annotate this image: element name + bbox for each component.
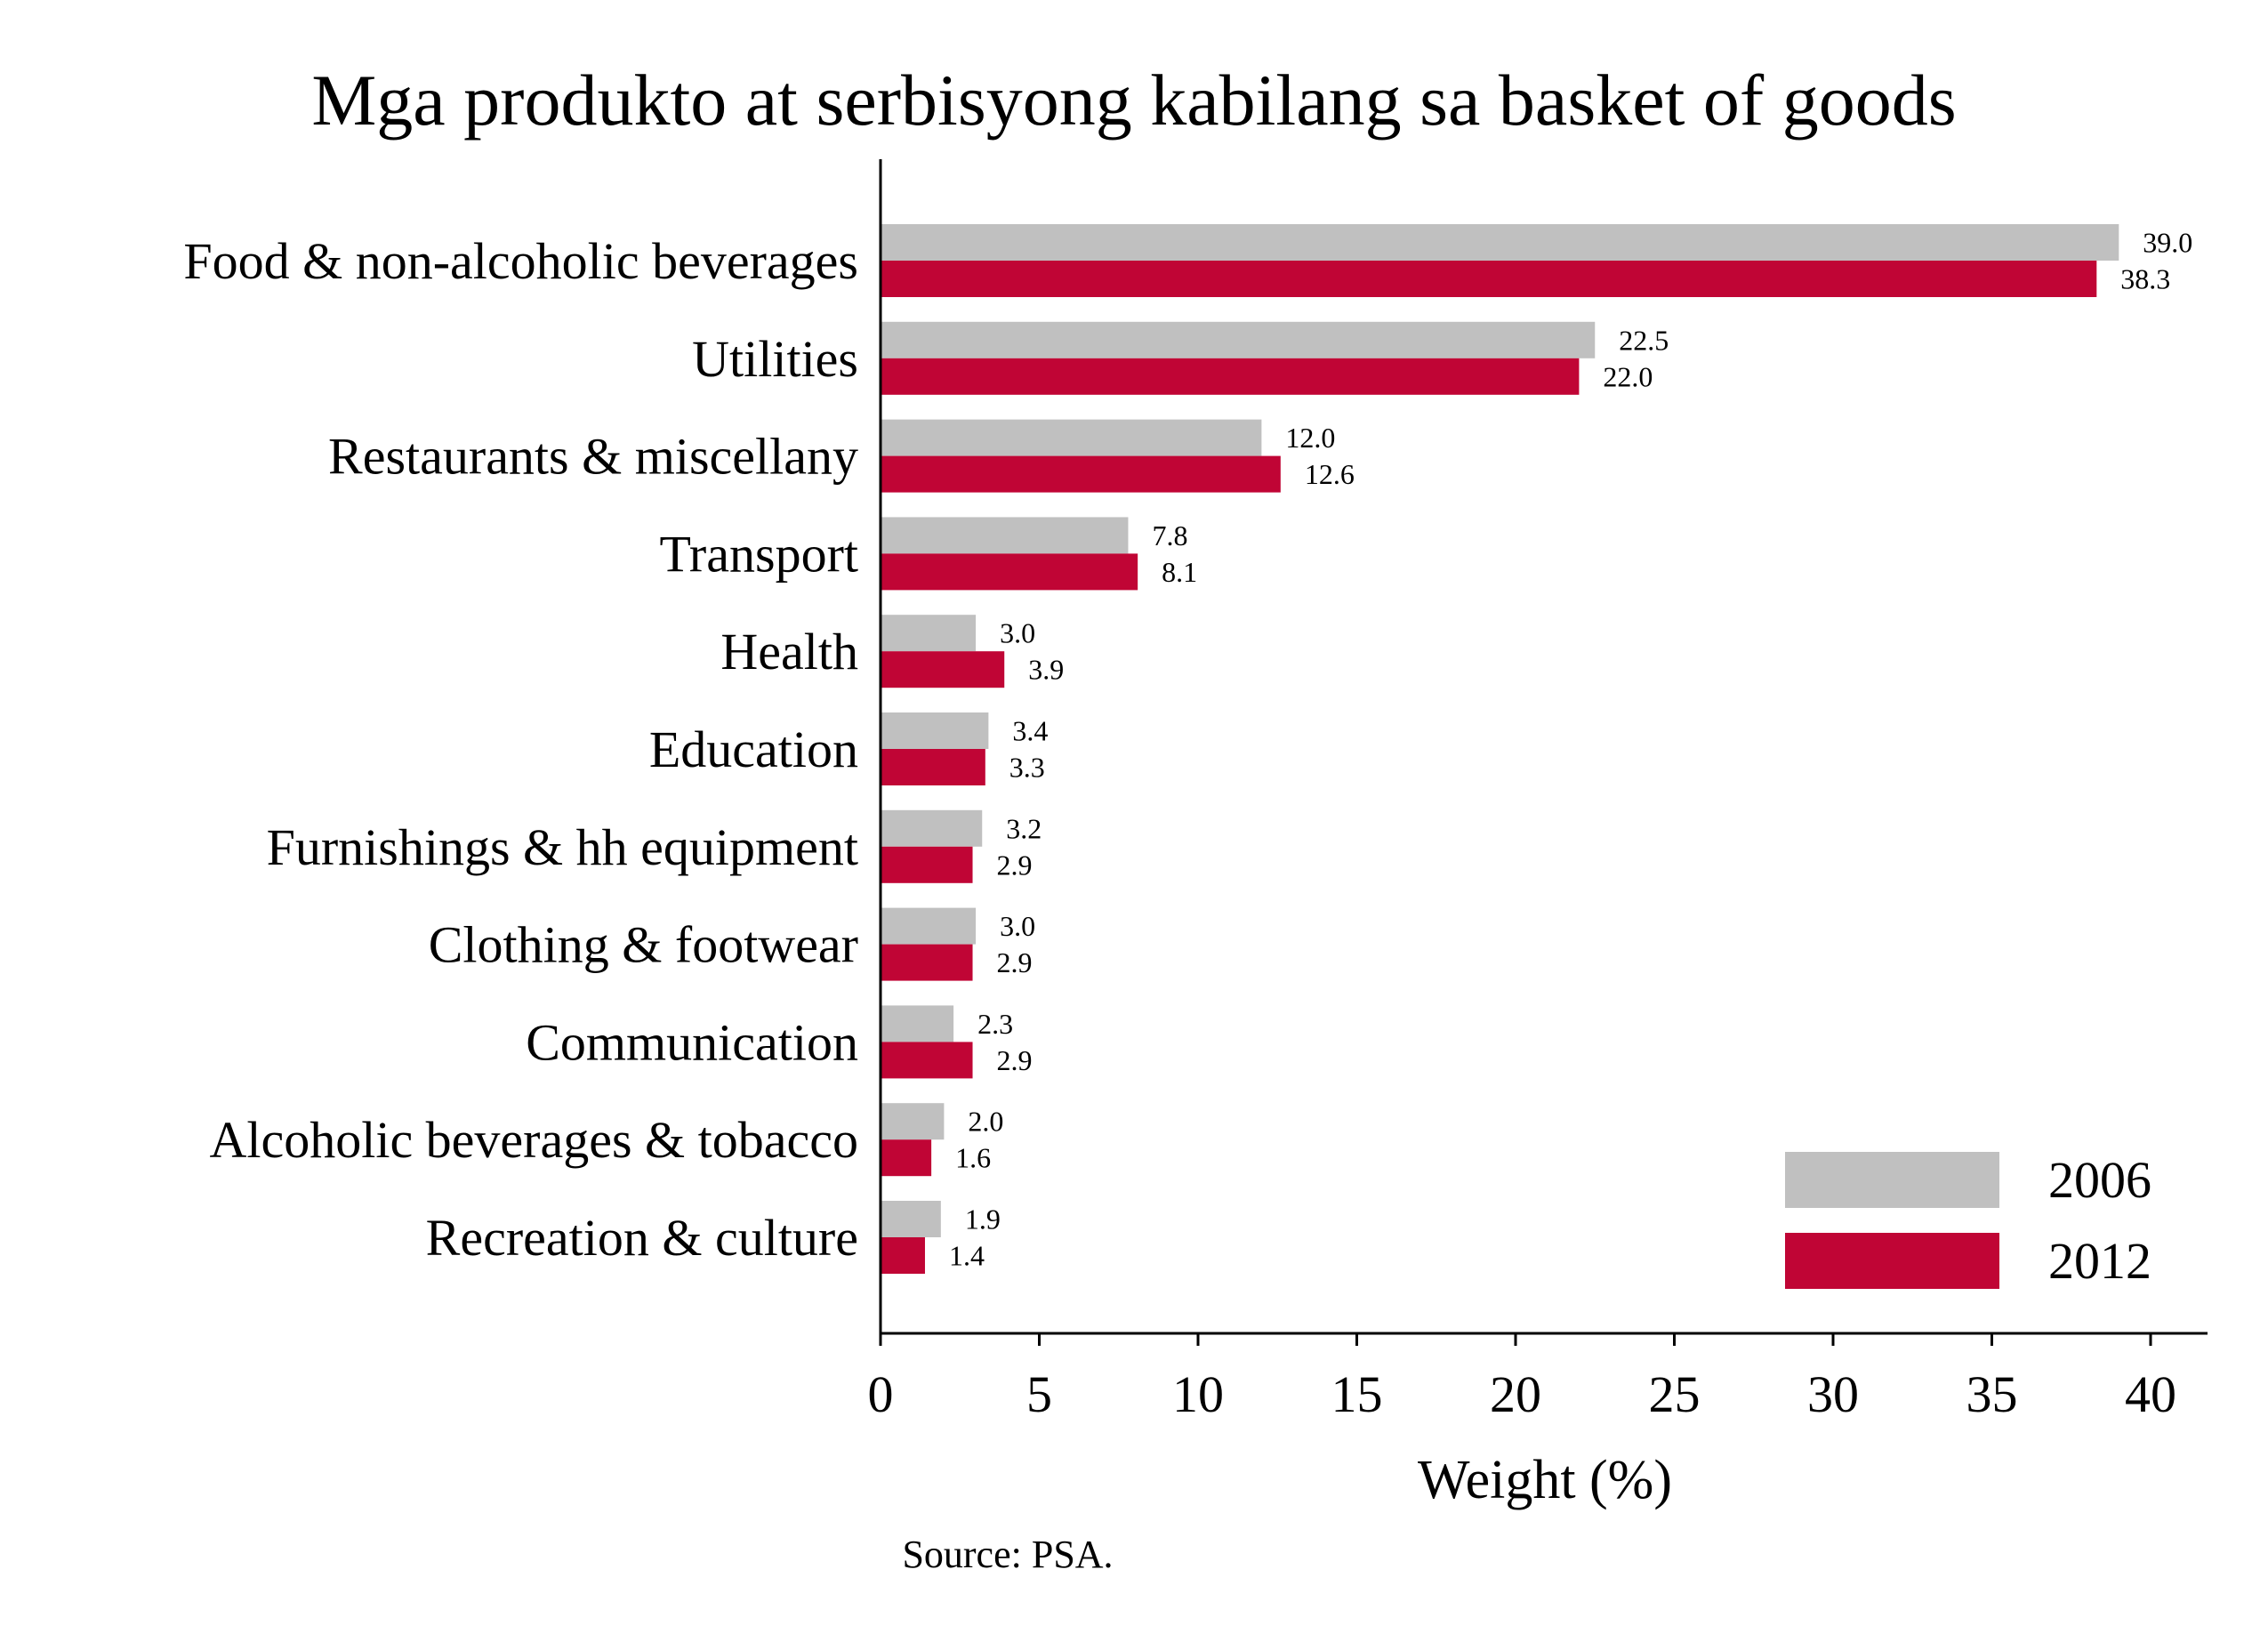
value-label-2012: 1.6 [955, 1142, 991, 1174]
category-label: Transport [660, 525, 858, 583]
value-label-2006: 1.9 [965, 1203, 1001, 1235]
value-label-2012: 2.9 [997, 849, 1033, 881]
x-tick-label: 25 [1649, 1365, 1701, 1423]
category-label: Health [720, 623, 858, 680]
x-tick-label: 35 [1966, 1365, 2018, 1423]
value-label-2006: 2.3 [977, 1008, 1013, 1040]
value-label-2012: 22.0 [1603, 360, 1653, 392]
bar-2012 [881, 846, 973, 883]
x-tick-label: 30 [1807, 1365, 1859, 1423]
bar-2012 [881, 944, 973, 981]
category-label: Food & non-alcoholic beverages [183, 232, 858, 290]
category-label: Education [649, 720, 858, 778]
category-label: Recreation & culture [426, 1209, 858, 1267]
value-label-2012: 12.6 [1305, 458, 1355, 490]
bar-2006 [881, 419, 1262, 456]
bar-2006 [881, 809, 983, 847]
value-label-2012: 2.9 [997, 946, 1033, 978]
value-label-2006: 2.0 [968, 1106, 1003, 1138]
category-label: Furnishings & hh equipment [267, 818, 858, 876]
bar-2012 [881, 455, 1281, 493]
bar-2006 [881, 224, 2119, 261]
value-label-2006: 3.0 [1000, 910, 1035, 942]
value-label-2006: 7.8 [1152, 519, 1187, 551]
x-tick-label: 0 [868, 1365, 894, 1423]
value-label-2012: 8.1 [1162, 556, 1197, 588]
value-label-2006: 3.0 [1000, 617, 1035, 649]
x-tick-label: 40 [2125, 1365, 2176, 1423]
value-label-2012: 2.9 [997, 1044, 1033, 1076]
bar-2012 [881, 358, 1580, 395]
category-label: Utilities [692, 330, 858, 388]
bar-2006 [881, 321, 1596, 358]
value-label-2012: 3.3 [1009, 752, 1045, 784]
value-label-2006: 3.4 [1012, 715, 1048, 747]
bar-2006 [881, 615, 977, 652]
bar-2006 [881, 517, 1129, 554]
bar-2006 [881, 712, 989, 749]
bar-2012 [881, 553, 1138, 591]
bar-2006 [881, 1005, 954, 1042]
x-tick-label: 20 [1490, 1365, 1541, 1423]
legend-swatch-2012 [1785, 1233, 1999, 1289]
bar-2006 [881, 1103, 945, 1140]
value-label-2006: 22.5 [1619, 324, 1669, 356]
x-tick-label: 5 [1026, 1365, 1052, 1423]
source-note: Source: PSA. [902, 1533, 1113, 1576]
legend-swatch-2006 [1785, 1152, 1999, 1208]
bar-2012 [881, 1139, 932, 1177]
bar-2012 [881, 261, 2097, 297]
category-label: Alcoholic beverages & tobacco [209, 1111, 858, 1169]
value-label-2006: 12.0 [1285, 422, 1335, 454]
bar-2012 [881, 1237, 925, 1274]
legend-label-2012: 2012 [2048, 1232, 2151, 1290]
value-label-2006: 39.0 [2143, 227, 2192, 259]
value-label-2012: 1.4 [949, 1240, 985, 1272]
x-tick-label: 15 [1331, 1365, 1383, 1423]
bar-2012 [881, 749, 985, 785]
x-axis-title: Weight (%) [1418, 1450, 1672, 1510]
bar-2006 [881, 907, 977, 945]
chart-title: Mga produkto at serbisyong kabilang sa b… [311, 60, 1956, 141]
category-label: Restaurants & miscellany [328, 428, 858, 486]
category-label: Clothing & footwear [429, 916, 858, 974]
bar-2006 [881, 1201, 941, 1237]
bar-2012 [881, 651, 1005, 688]
legend-label-2006: 2006 [2048, 1151, 2151, 1209]
value-label-2006: 3.2 [1006, 812, 1042, 844]
value-label-2012: 38.3 [2120, 263, 2170, 295]
legend: 2006 2012 [1785, 1151, 2151, 1290]
category-label: Communication [526, 1013, 858, 1071]
x-tick-label: 10 [1172, 1365, 1224, 1423]
value-label-2012: 3.9 [1028, 654, 1064, 686]
bar-2012 [881, 1042, 973, 1079]
